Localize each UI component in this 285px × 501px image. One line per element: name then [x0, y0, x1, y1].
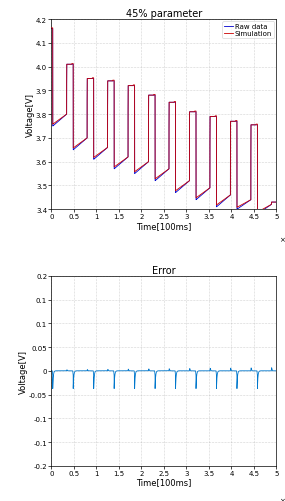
Y-axis label: Voltage[V]: Voltage[V] [19, 349, 28, 393]
Simulation [275, 200, 278, 206]
Simulation [256, 209, 259, 215]
Line: Simulation: Simulation [51, 29, 276, 212]
Raw data [275, 200, 278, 206]
Raw data [160, 173, 163, 179]
Title: Error: Error [152, 266, 176, 276]
Legend: Raw data, Simulation: Raw data, Simulation [222, 22, 274, 39]
Raw data [256, 211, 259, 217]
Simulation [160, 172, 163, 178]
Simulation [59, 116, 62, 122]
Text: $\times\mathregular{10}^{\mathregular{1}}$: $\times\mathregular{10}^{\mathregular{1}… [279, 494, 285, 501]
X-axis label: Time[100ms]: Time[100ms] [136, 221, 192, 230]
Raw data [94, 155, 97, 161]
Simulation [51, 26, 54, 32]
Raw data [263, 207, 266, 213]
Y-axis label: Voltage[V]: Voltage[V] [25, 93, 34, 137]
Raw data [59, 117, 62, 123]
Line: Raw data: Raw data [51, 30, 276, 214]
Raw data [63, 114, 66, 120]
Simulation [263, 206, 266, 212]
X-axis label: Time[100ms]: Time[100ms] [136, 477, 192, 486]
Simulation [63, 113, 66, 119]
Raw data [51, 27, 54, 33]
Raw data [50, 27, 53, 33]
Title: 45% parameter: 45% parameter [126, 10, 202, 19]
Simulation [50, 26, 53, 32]
Simulation [94, 154, 97, 160]
Text: $\times\mathregular{10}^{\mathregular{1}}$: $\times\mathregular{10}^{\mathregular{1}… [279, 234, 285, 245]
